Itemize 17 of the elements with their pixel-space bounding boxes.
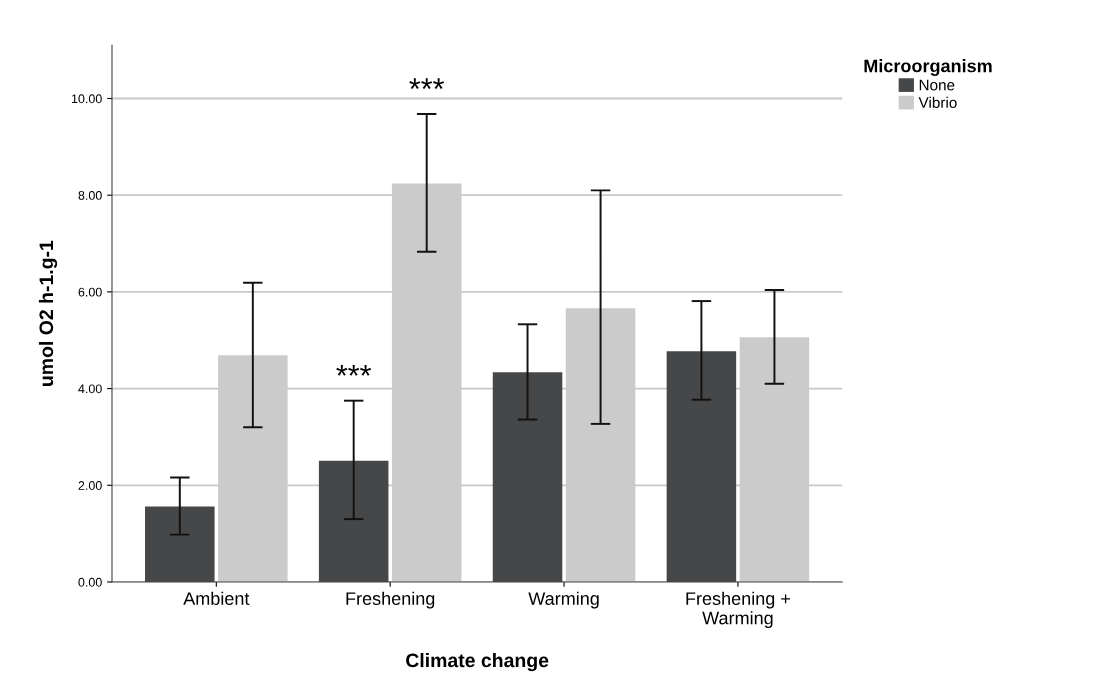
annotation: *** (409, 78, 445, 89)
legend-label: None (919, 79, 955, 91)
y-tick-label: 4.00 (78, 384, 102, 394)
y-tick-label: 8.00 (78, 190, 102, 200)
legend-label: Vibrio (918, 96, 957, 109)
y-tick-label: 2.00 (78, 481, 102, 490)
x-axis-title: Climate change (406, 653, 549, 672)
annotation: *** (336, 364, 372, 376)
y-tick-label: 6.00 (78, 287, 102, 297)
legend-title: Microorganism (864, 59, 992, 76)
y-tick-label: 10.00 (71, 94, 102, 104)
y-axis-title: umol O2 h-1.g-1 (38, 240, 58, 386)
x-tick-label: Freshening + Warming (686, 591, 790, 628)
x-tick-label: Warming (528, 591, 599, 609)
x-tick-label: Freshening (346, 591, 435, 609)
x-tick-label: Ambient (183, 591, 250, 605)
y-tick-label: 0.00 (78, 577, 102, 587)
